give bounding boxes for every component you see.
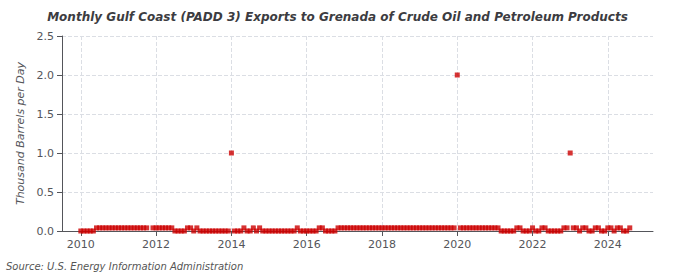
svg-text:2018: 2018	[368, 238, 396, 251]
svg-text:2.5: 2.5	[37, 30, 55, 43]
svg-text:Thousand Barrels per Day: Thousand Barrels per Day	[14, 61, 27, 205]
svg-text:1.5: 1.5	[37, 108, 55, 121]
svg-text:2012: 2012	[142, 238, 170, 251]
svg-text:0.5: 0.5	[37, 186, 55, 199]
svg-text:1.0: 1.0	[37, 147, 55, 160]
svg-text:2014: 2014	[217, 238, 245, 251]
svg-text:0.0: 0.0	[37, 225, 55, 238]
svg-text:Source: U.S. Energy Informatio: Source: U.S. Energy Information Administ…	[6, 261, 243, 272]
svg-text:2020: 2020	[443, 238, 471, 251]
svg-text:2022: 2022	[519, 238, 547, 251]
svg-text:2.0: 2.0	[37, 69, 55, 82]
svg-text:2016: 2016	[293, 238, 321, 251]
svg-text:2010: 2010	[67, 238, 95, 251]
svg-text:2024: 2024	[594, 238, 622, 251]
svg-text:Monthly Gulf Coast (PADD 3) Ex: Monthly Gulf Coast (PADD 3) Exports to G…	[47, 10, 628, 24]
